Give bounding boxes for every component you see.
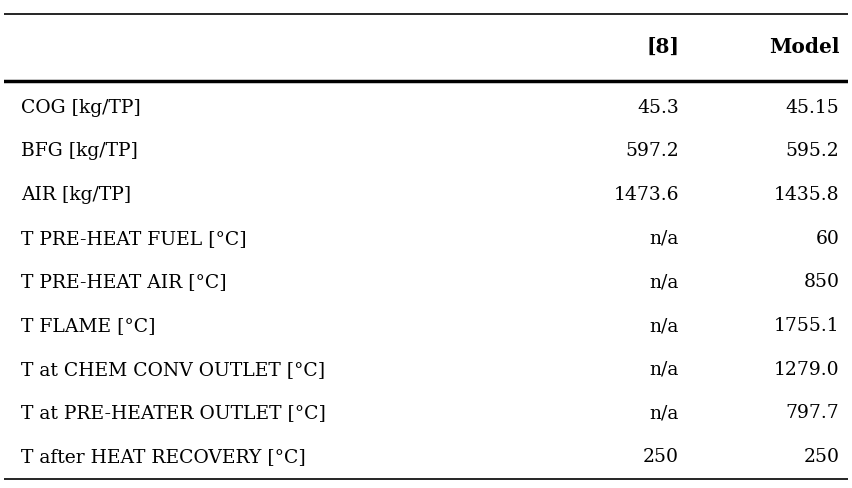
Text: BFG [kg/TP]: BFG [kg/TP] xyxy=(21,142,138,160)
Text: n/a: n/a xyxy=(650,230,679,248)
Text: 597.2: 597.2 xyxy=(625,142,679,160)
Text: T PRE-HEAT AIR [°C]: T PRE-HEAT AIR [°C] xyxy=(21,273,227,291)
Text: 1473.6: 1473.6 xyxy=(613,186,679,204)
Text: T after HEAT RECOVERY [°C]: T after HEAT RECOVERY [°C] xyxy=(21,448,306,466)
Text: 1755.1: 1755.1 xyxy=(774,317,839,335)
Text: n/a: n/a xyxy=(650,361,679,379)
Text: n/a: n/a xyxy=(650,273,679,291)
Text: n/a: n/a xyxy=(650,405,679,423)
Text: T FLAME [°C]: T FLAME [°C] xyxy=(21,317,156,335)
Text: 797.7: 797.7 xyxy=(786,405,839,423)
Text: 60: 60 xyxy=(815,230,839,248)
Text: [8]: [8] xyxy=(646,38,679,57)
Text: 45.3: 45.3 xyxy=(637,99,679,117)
Text: 1435.8: 1435.8 xyxy=(774,186,839,204)
Text: n/a: n/a xyxy=(650,317,679,335)
Text: 45.15: 45.15 xyxy=(786,99,839,117)
Text: COG [kg/TP]: COG [kg/TP] xyxy=(21,99,141,117)
Text: T PRE-HEAT FUEL [°C]: T PRE-HEAT FUEL [°C] xyxy=(21,230,247,248)
Text: AIR [kg/TP]: AIR [kg/TP] xyxy=(21,186,131,204)
Text: T at PRE-HEATER OUTLET [°C]: T at PRE-HEATER OUTLET [°C] xyxy=(21,405,326,423)
Text: T at CHEM CONV OUTLET [°C]: T at CHEM CONV OUTLET [°C] xyxy=(21,361,325,379)
Text: 595.2: 595.2 xyxy=(786,142,839,160)
Text: 250: 250 xyxy=(803,448,839,466)
Text: 250: 250 xyxy=(643,448,679,466)
Text: Model: Model xyxy=(769,38,839,57)
Text: 850: 850 xyxy=(803,273,839,291)
Text: 1279.0: 1279.0 xyxy=(774,361,839,379)
